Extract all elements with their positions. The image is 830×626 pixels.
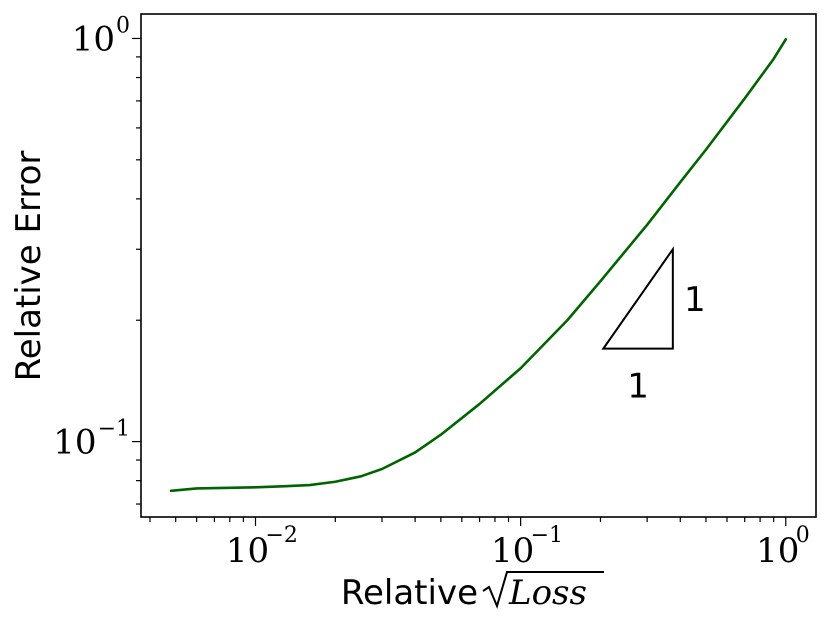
axes-frame	[140, 13, 817, 518]
x-axis-label: Relative Loss	[341, 571, 604, 613]
y-tick-label: 10	[72, 19, 115, 59]
x-tick-exponent: −1	[531, 523, 563, 548]
slope-triangle	[601, 246, 674, 350]
y-tick-exponent: 0	[116, 13, 130, 38]
x-axis-label-prefix: Relative	[341, 573, 478, 613]
series-layer	[169, 38, 788, 493]
slope-annotation: 11	[601, 246, 706, 407]
x-tick-label: 10	[756, 531, 799, 571]
slope-run-label: 1	[627, 367, 649, 407]
x-axis-label-math: Loss	[508, 573, 587, 613]
slope-rise-label: 1	[684, 280, 706, 320]
x-tick-label: 10	[491, 531, 534, 571]
y-tick-exponent: −1	[98, 417, 130, 442]
y-axis-label: Relative Error	[9, 151, 49, 382]
y-tick-label: 10	[53, 423, 96, 463]
series-line	[169, 38, 788, 493]
x-tick-exponent: −2	[265, 523, 297, 548]
x-tick-label: 10	[226, 531, 269, 571]
x-tick-exponent: 0	[796, 523, 810, 548]
sqrt-radical-icon	[482, 571, 604, 609]
